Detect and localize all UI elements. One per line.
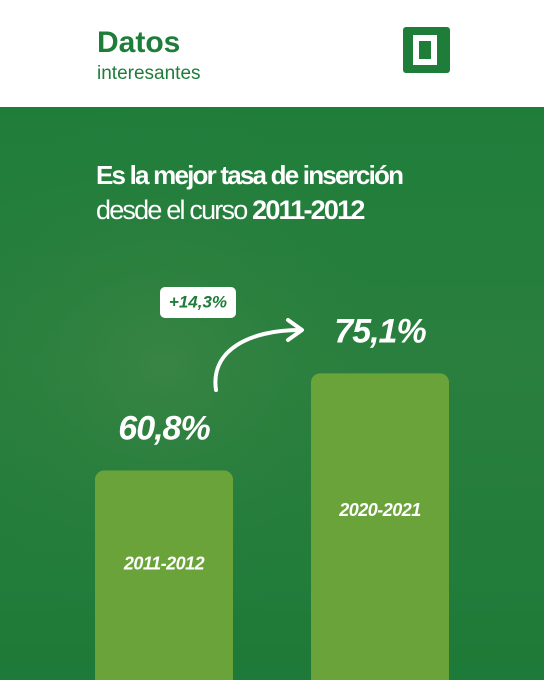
chart-subtitle: desde el curso 2011-2012 xyxy=(96,195,364,225)
value-label: 75,1% xyxy=(334,312,426,350)
bar xyxy=(95,470,233,680)
chart-title: Es la mejor tasa de inserción xyxy=(96,160,403,190)
bar xyxy=(311,373,449,680)
subtitle-highlight: 2011-2012 xyxy=(252,195,364,225)
header-title: Datos xyxy=(97,26,180,59)
subtitle-text: desde el curso xyxy=(96,195,247,225)
annotation-box xyxy=(160,287,236,318)
logo xyxy=(403,27,450,73)
arrow-head xyxy=(286,318,304,342)
photo-glow xyxy=(0,107,544,680)
header-subtitle: interesantes xyxy=(97,63,201,84)
arrow xyxy=(213,328,302,392)
value-label: 60,8% xyxy=(118,410,210,448)
header-bg xyxy=(0,0,544,107)
annotation: +14,3% xyxy=(169,292,227,311)
category-label: 2011-2012 xyxy=(123,554,205,574)
category-label: 2020-2021 xyxy=(338,500,421,520)
